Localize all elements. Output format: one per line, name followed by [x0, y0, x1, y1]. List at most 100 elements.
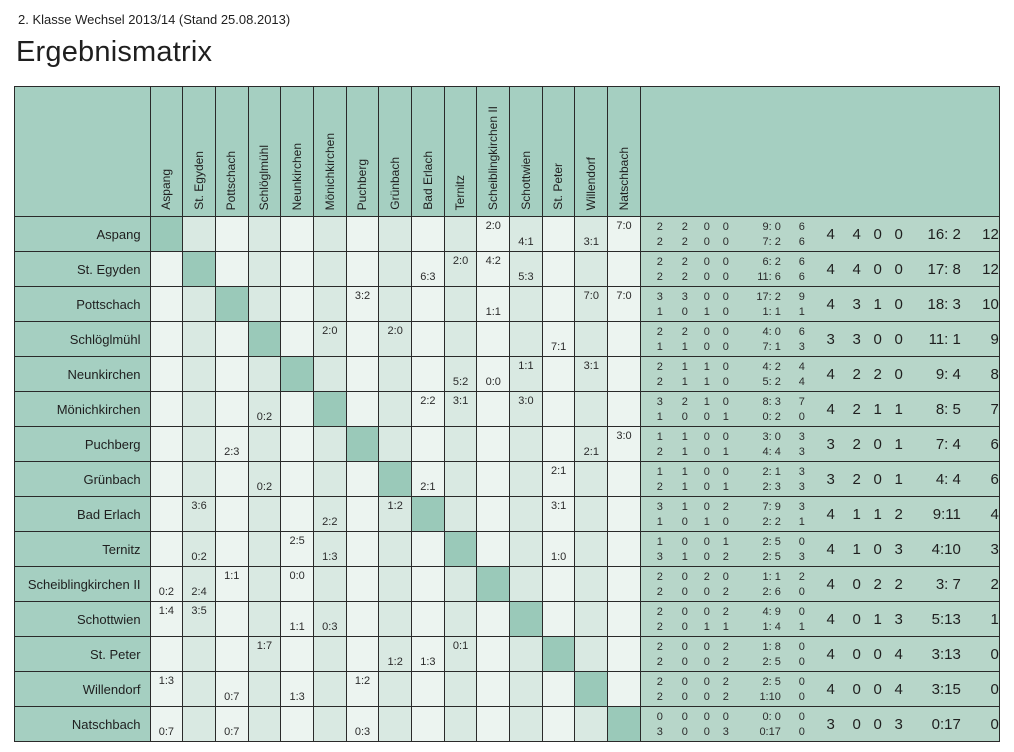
score-cell — [280, 251, 314, 287]
stat-losses: 0 — [722, 710, 729, 723]
score-cell — [574, 671, 609, 707]
score-first-leg — [216, 603, 248, 619]
score-second-leg — [543, 374, 575, 390]
stat-wins: 0 — [681, 690, 688, 703]
score-cell — [378, 251, 413, 287]
score-second-leg — [281, 269, 313, 285]
score-first-leg — [347, 253, 379, 269]
score-second-leg — [608, 549, 640, 565]
score-second-leg: 1:1 — [289, 621, 305, 633]
score-cell: 1:3 — [312, 531, 347, 567]
score-first-leg — [575, 463, 607, 479]
column-header-label: Natschbach — [616, 146, 631, 210]
column-header-label: Neunkirchen — [289, 142, 304, 210]
stat-points: 4 — [798, 375, 805, 388]
score-second-leg — [445, 724, 477, 740]
score-first-leg — [608, 463, 640, 479]
score-cell — [411, 671, 445, 707]
score-second-leg: 1:3 — [289, 691, 305, 703]
stat-points: 2 — [798, 570, 805, 583]
score-first-leg — [151, 708, 183, 724]
score-cell — [509, 531, 543, 567]
team-label: Schlöglmühl — [14, 321, 151, 357]
score-second-leg — [151, 654, 183, 670]
score-first-leg — [445, 498, 477, 514]
stat-losses: 3 — [722, 725, 729, 738]
score-cell: 1:3 — [280, 671, 314, 707]
score-second-leg: 2:1 — [420, 481, 436, 493]
score-second-leg — [183, 619, 215, 635]
score-first-leg — [281, 498, 313, 514]
stat-draws: 1 — [703, 620, 710, 633]
score-second-leg — [216, 619, 248, 635]
round-2-stats: 2 2 0 0 11: 6 6 — [641, 270, 811, 284]
score-first-leg — [314, 218, 346, 234]
score-first-leg — [249, 253, 281, 269]
score-cell — [574, 496, 609, 532]
score-cell — [182, 321, 216, 357]
total-goals: 4: 4 — [935, 470, 961, 488]
total-losses: 1 — [894, 470, 903, 488]
score-cell — [149, 391, 184, 427]
score-second-leg — [445, 304, 477, 320]
stats-cell: 1 0 0 1 2: 5 0 3 1 0 2 2: 5 3 4 1 0 3 4:10 3 — [639, 531, 1001, 567]
total-draws: 0 — [873, 645, 882, 663]
score-second-leg — [347, 339, 379, 355]
stat-draws: 0 — [703, 340, 710, 353]
stat-points: 6 — [798, 270, 805, 283]
score-second-leg — [379, 409, 411, 425]
score-cell: 2:0 — [312, 321, 347, 357]
score-cell — [149, 321, 184, 357]
score-cell: 1:2 — [378, 636, 413, 672]
total-games: 4 — [826, 540, 835, 558]
total-wins: 2 — [852, 435, 861, 453]
score-first-leg — [445, 358, 477, 374]
score-first-leg — [608, 638, 640, 654]
total-points: 10 — [982, 295, 999, 313]
stat-goals: 7: 1 — [762, 340, 781, 353]
score-cell — [345, 321, 380, 357]
score-first-leg — [543, 393, 575, 409]
stat-losses: 1 — [722, 480, 729, 493]
total-stats: 4 4 0 0 16: 2 12 — [811, 226, 999, 243]
score-first-leg: 3:1 — [550, 500, 567, 512]
score-second-leg — [379, 689, 411, 705]
total-wins: 4 — [852, 260, 861, 278]
score-cell — [378, 426, 413, 462]
column-header: Pottschach — [214, 86, 249, 217]
score-cell — [182, 286, 216, 322]
column-header-label: Willendorf — [584, 156, 599, 210]
total-losses: 3 — [894, 715, 903, 733]
score-first-leg — [477, 463, 509, 479]
score-first-leg — [151, 323, 183, 339]
score-cell — [411, 566, 445, 602]
score-cell — [214, 356, 249, 392]
total-losses: 0 — [894, 260, 903, 278]
score-second-leg: 0:2 — [191, 551, 207, 563]
score-cell — [182, 706, 216, 742]
stats-cell: 0 0 0 0 0: 0 0 3 0 0 3 0:17 0 3 0 0 3 0:17 0 — [639, 706, 1001, 742]
stat-games: 2 — [656, 570, 663, 583]
score-second-leg — [347, 269, 379, 285]
score-second-leg: 0:3 — [322, 621, 338, 633]
total-wins: 3 — [852, 295, 861, 313]
total-draws: 0 — [873, 680, 882, 698]
score-second-leg — [543, 619, 575, 635]
score-cell — [443, 671, 478, 707]
total-draws: 0 — [873, 260, 882, 278]
stat-draws: 0 — [703, 220, 710, 233]
total-wins: 1 — [852, 540, 861, 558]
stat-draws: 1 — [703, 375, 710, 388]
stat-losses: 2 — [722, 640, 729, 653]
total-goals: 9: 4 — [935, 365, 961, 383]
score-second-leg — [151, 269, 183, 285]
score-second-leg — [249, 444, 281, 460]
score-second-leg — [445, 689, 477, 705]
score-first-leg: 2:0 — [485, 220, 501, 232]
score-first-leg: 3:0 — [518, 395, 534, 407]
score-cell — [312, 461, 347, 497]
score-first-leg — [314, 253, 346, 269]
